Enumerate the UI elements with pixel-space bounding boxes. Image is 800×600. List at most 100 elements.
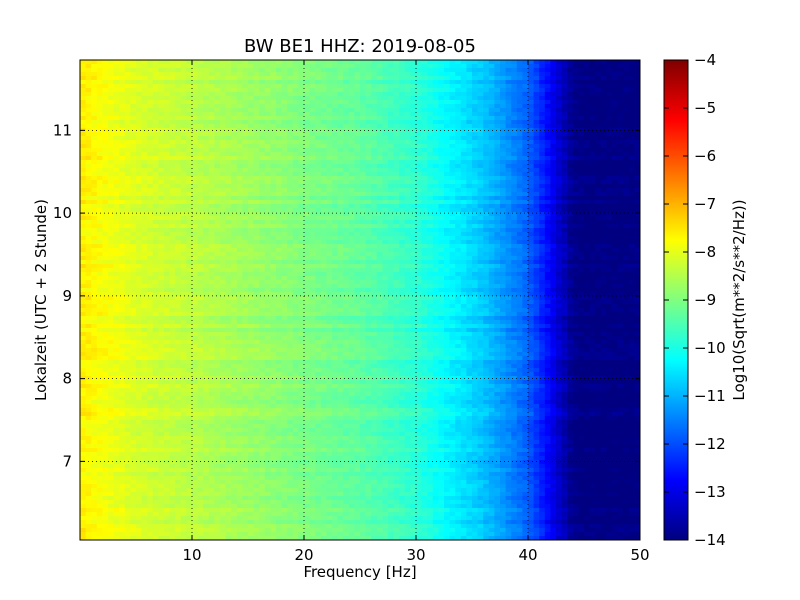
heatmap-cell [449,164,456,169]
heatmap-cell [449,88,456,93]
heatmap-cell [399,232,406,237]
heatmap-cell [208,96,215,101]
heatmap-cell [528,124,535,129]
heatmap-cell [169,148,176,153]
heatmap-cell [360,196,367,201]
heatmap-cell [567,160,574,165]
heatmap-cell [600,100,607,105]
heatmap-cell [96,248,103,253]
heatmap-cell [623,96,630,101]
heatmap-cell [242,160,249,165]
heatmap-cell [309,252,316,257]
heatmap-cell [292,188,299,193]
heatmap-cell [505,104,512,109]
heatmap-cell [550,244,557,249]
heatmap-cell [617,108,624,113]
heatmap-cell [393,220,400,225]
heatmap-cell [404,108,411,113]
heatmap-cell [152,100,159,105]
heatmap-cell [320,60,327,65]
heatmap-cell [522,240,529,245]
heatmap-cell [80,216,87,221]
heatmap-cell [365,192,372,197]
heatmap-cell [376,240,383,245]
heatmap-cell [533,188,540,193]
heatmap-cell [315,84,322,89]
heatmap-cell [91,132,98,137]
heatmap-cell [130,244,137,249]
heatmap-cell [477,116,484,121]
heatmap-cell [96,208,103,213]
heatmap-cell [242,204,249,209]
heatmap-cell [80,168,87,173]
heatmap-cell [544,76,551,81]
heatmap-cell [416,192,423,197]
heatmap-cell [108,184,115,189]
heatmap-cell [578,208,585,213]
heatmap-cell [606,244,613,249]
heatmap-cell [550,72,557,77]
heatmap-cell [522,132,529,137]
heatmap-cell [214,124,221,129]
heatmap-cell [472,156,479,161]
heatmap-cell [259,204,266,209]
heatmap-cell [91,176,98,181]
heatmap-cell [578,204,585,209]
heatmap-cell [410,108,417,113]
heatmap-cell [281,168,288,173]
heatmap-cell [152,172,159,177]
heatmap-cell [96,176,103,181]
heatmap-cell [516,84,523,89]
heatmap-cell [348,132,355,137]
heatmap-cell [477,140,484,145]
heatmap-cell [444,236,451,241]
heatmap-cell [80,248,87,253]
heatmap-cell [612,64,619,69]
heatmap-cell [141,120,148,125]
heatmap-cell [248,204,255,209]
heatmap-cell [449,100,456,105]
heatmap-cell [231,148,238,153]
heatmap-cell [332,236,339,241]
heatmap-cell [354,84,361,89]
heatmap-cell [617,196,624,201]
heatmap-cell [567,84,574,89]
heatmap-cell [113,256,120,261]
heatmap-cell [304,236,311,241]
heatmap-cell [136,152,143,157]
heatmap-cell [214,80,221,85]
heatmap-cell [584,172,591,177]
heatmap-cell [455,116,462,121]
heatmap-cell [556,236,563,241]
heatmap-cell [589,180,596,185]
heatmap-cell [348,60,355,65]
heatmap-cell [124,136,131,141]
heatmap-cell [180,76,187,81]
heatmap-cell [231,176,238,181]
heatmap-cell [315,244,322,249]
heatmap-cell [628,200,635,205]
heatmap-cell [259,108,266,113]
heatmap-cell [500,100,507,105]
heatmap-cell [444,188,451,193]
heatmap-cell [248,164,255,169]
heatmap-cell [595,104,602,109]
heatmap-cell [108,164,115,169]
heatmap-cell [488,248,495,253]
heatmap-cell [136,208,143,213]
heatmap-cell [404,196,411,201]
heatmap-cell [449,180,456,185]
heatmap-cell [438,84,445,89]
heatmap-cell [382,64,389,69]
heatmap-cell [561,184,568,189]
heatmap-cell [623,216,630,221]
heatmap-cell [124,256,131,261]
heatmap-cell [427,244,434,249]
heatmap-cell [365,108,372,113]
heatmap-cell [561,160,568,165]
heatmap-cell [427,64,434,69]
heatmap-cell [147,236,154,241]
heatmap-cell [276,200,283,205]
heatmap-cell [634,248,640,253]
heatmap-cell [304,72,311,77]
